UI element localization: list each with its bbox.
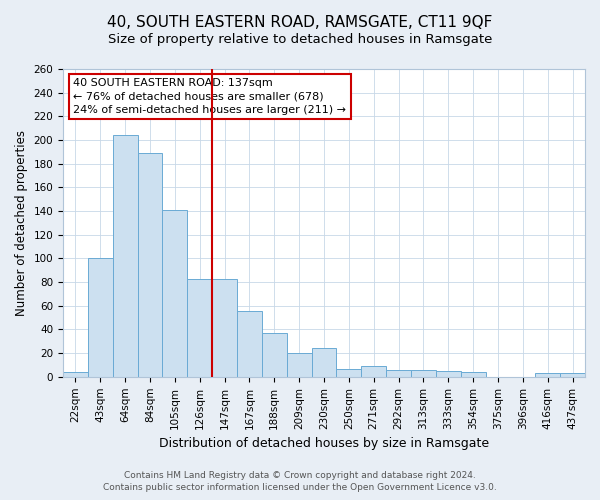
Bar	[88, 258, 113, 377]
Bar	[560, 374, 585, 377]
X-axis label: Distribution of detached houses by size in Ramsgate: Distribution of detached houses by size …	[159, 437, 489, 450]
Bar	[237, 310, 262, 377]
Bar	[386, 370, 411, 377]
Bar	[262, 333, 287, 377]
Bar	[535, 374, 560, 377]
Bar	[311, 348, 337, 377]
Bar	[436, 371, 461, 377]
Text: 40, SOUTH EASTERN ROAD, RAMSGATE, CT11 9QF: 40, SOUTH EASTERN ROAD, RAMSGATE, CT11 9…	[107, 15, 493, 30]
Bar	[63, 372, 88, 377]
Bar	[137, 153, 163, 377]
Text: Size of property relative to detached houses in Ramsgate: Size of property relative to detached ho…	[108, 32, 492, 46]
Bar	[461, 372, 485, 377]
Y-axis label: Number of detached properties: Number of detached properties	[15, 130, 28, 316]
Bar	[337, 368, 361, 377]
Bar	[361, 366, 386, 377]
Bar	[163, 210, 187, 377]
Bar	[187, 278, 212, 377]
Text: 40 SOUTH EASTERN ROAD: 137sqm
← 76% of detached houses are smaller (678)
24% of : 40 SOUTH EASTERN ROAD: 137sqm ← 76% of d…	[73, 78, 346, 114]
Bar	[287, 353, 311, 377]
Bar	[212, 278, 237, 377]
Bar	[113, 136, 137, 377]
Bar	[411, 370, 436, 377]
Text: Contains HM Land Registry data © Crown copyright and database right 2024.
Contai: Contains HM Land Registry data © Crown c…	[103, 471, 497, 492]
